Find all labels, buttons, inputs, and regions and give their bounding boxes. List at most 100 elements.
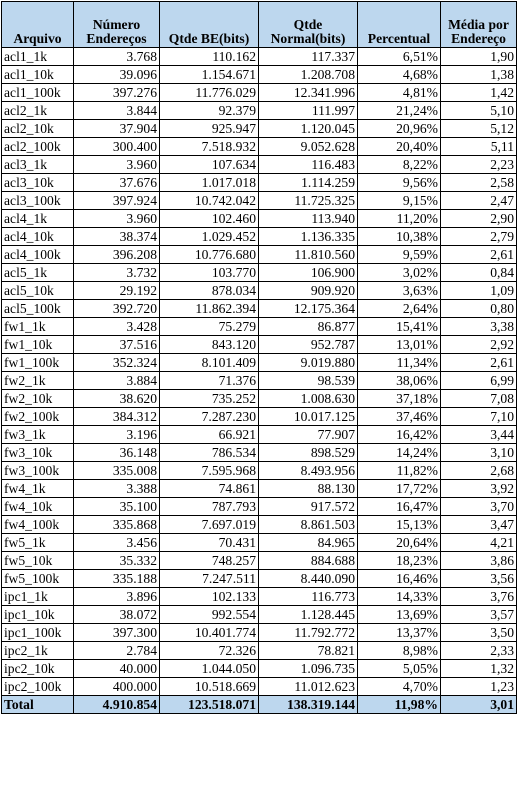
table-row: ipc1_1k 3.896 102.133 116.773 14,33% 3,76 [1,587,517,606]
cell-numero-enderecos: 3.960 [73,155,160,174]
table-row: fw3_10k 36.148 786.534 898.529 14,24% 3,10 [1,443,517,462]
col-header-arquivo: Arquivo [1,1,74,48]
cell-arquivo: fw4_10k [1,497,74,516]
table-row: ipc2_1k 2.784 72.326 78.821 8,98% 2,33 [1,641,517,660]
cell-qtde-normal: 917.572 [258,497,358,516]
cell-arquivo: ipc2_1k [1,641,74,660]
cell-qtde-normal: 1.208.708 [258,65,358,84]
cell-qtde-be: 10.401.774 [159,623,259,642]
cell-percentual: 11,20% [357,209,441,228]
cell-percentual: 11,82% [357,461,441,480]
cell-arquivo: fw3_1k [1,425,74,444]
cell-media: 2,92 [440,335,517,354]
cell-qtde-normal: 111.997 [258,101,358,120]
cell-percentual: 13,37% [357,623,441,642]
cell-percentual: 3,02% [357,263,441,282]
cell-qtde-be: 92.379 [159,101,259,120]
cell-arquivo: acl1_10k [1,65,74,84]
table-row: acl4_100k 396.208 10.776.680 11.810.560 9,59… [1,245,517,264]
cell-qtde-normal: 11.725.325 [258,191,358,210]
cell-arquivo: acl4_100k [1,245,74,264]
cell-qtde-be: 786.534 [159,443,259,462]
cell-percentual: 4,68% [357,65,441,84]
total-cell-percentual: 11,98% [357,695,441,714]
cell-media: 3,56 [440,569,517,588]
cell-numero-enderecos: 2.784 [73,641,160,660]
cell-qtde-normal: 9.019.880 [258,353,358,372]
cell-qtde-normal: 117.337 [258,47,358,66]
cell-qtde-be: 10.742.042 [159,191,259,210]
cell-qtde-be: 843.120 [159,335,259,354]
table-row: fw5_10k 35.332 748.257 884.688 18,23% 3,86 [1,551,517,570]
cell-qtde-be: 11.862.394 [159,299,259,318]
cell-qtde-be: 70.431 [159,533,259,552]
cell-media: 3,44 [440,425,517,444]
table-row: acl5_1k 3.732 103.770 106.900 3,02% 0,84 [1,263,517,282]
cell-percentual: 20,96% [357,119,441,138]
cell-qtde-be: 71.376 [159,371,259,390]
cell-qtde-be: 11.776.029 [159,83,259,102]
cell-numero-enderecos: 40.000 [73,659,160,678]
cell-media: 2,47 [440,191,517,210]
table-row: acl2_100k 300.400 7.518.932 9.052.628 20,40%… [1,137,517,156]
cell-qtde-be: 878.034 [159,281,259,300]
cell-percentual: 15,13% [357,515,441,534]
table-row: fw5_1k 3.456 70.431 84.965 20,64% 4,21 [1,533,517,552]
cell-qtde-normal: 78.821 [258,641,358,660]
cell-arquivo: ipc1_10k [1,605,74,624]
cell-percentual: 20,40% [357,137,441,156]
cell-media: 5,12 [440,119,517,138]
cell-media: 2,79 [440,227,517,246]
table-row: fw2_1k 3.884 71.376 98.539 38,06% 6,99 [1,371,517,390]
table-row: fw4_10k 35.100 787.793 917.572 16,47% 3,70 [1,497,517,516]
table-row: acl2_10k 37.904 925.947 1.120.045 20,96% 5,12 [1,119,517,138]
table-row: fw5_100k 335.188 7.247.511 8.440.090 16,46% 3… [1,569,517,588]
cell-numero-enderecos: 384.312 [73,407,160,426]
cell-qtde-be: 103.770 [159,263,259,282]
cell-percentual: 3,63% [357,281,441,300]
cell-arquivo: acl5_1k [1,263,74,282]
cell-percentual: 16,42% [357,425,441,444]
table-row: acl3_10k 37.676 1.017.018 1.114.259 9,56% 2,5… [1,173,517,192]
cell-percentual: 37,46% [357,407,441,426]
cell-numero-enderecos: 35.332 [73,551,160,570]
cell-arquivo: acl5_10k [1,281,74,300]
cell-arquivo: fw1_100k [1,353,74,372]
cell-numero-enderecos: 335.188 [73,569,160,588]
cell-arquivo: ipc1_1k [1,587,74,606]
cell-qtde-be: 925.947 [159,119,259,138]
cell-qtde-be: 1.154.671 [159,65,259,84]
total-cell-arquivo: Total [1,695,74,714]
col-header-qtde-be: Qtde BE(bits) [159,1,259,48]
cell-qtde-be: 787.793 [159,497,259,516]
table-row: ipc2_100k 400.000 10.518.669 11.012.623 4,70… [1,677,517,696]
cell-qtde-normal: 8.493.956 [258,461,358,480]
results-table: Arquivo Número Endereços Qtde BE(bits) Q… [1,1,517,714]
cell-media: 1,38 [440,65,517,84]
cell-media: 6,99 [440,371,517,390]
cell-numero-enderecos: 397.276 [73,83,160,102]
cell-percentual: 16,47% [357,497,441,516]
col-header-qtde-normal: Qtde Normal(bits) [258,1,358,48]
table-row: fw2_100k 384.312 7.287.230 10.017.125 37,46%… [1,407,517,426]
cell-arquivo: ipc1_100k [1,623,74,642]
cell-percentual: 13,69% [357,605,441,624]
cell-numero-enderecos: 3.196 [73,425,160,444]
cell-arquivo: ipc2_10k [1,659,74,678]
table-row: fw4_100k 335.868 7.697.019 8.861.503 15,13% 3… [1,515,517,534]
cell-media: 1,23 [440,677,517,696]
cell-numero-enderecos: 392.720 [73,299,160,318]
cell-numero-enderecos: 38.374 [73,227,160,246]
cell-numero-enderecos: 335.008 [73,461,160,480]
cell-numero-enderecos: 38.620 [73,389,160,408]
cell-arquivo: acl5_100k [1,299,74,318]
total-row: Total 4.910.854 123.518.071 138.319.144 11,9… [1,695,517,714]
cell-numero-enderecos: 36.148 [73,443,160,462]
table-row: fw1_10k 37.516 843.120 952.787 13,01% 2,92 [1,335,517,354]
cell-numero-enderecos: 3.732 [73,263,160,282]
total-cell-qtde-be: 123.518.071 [159,695,259,714]
cell-qtde-normal: 12.175.364 [258,299,358,318]
cell-numero-enderecos: 397.924 [73,191,160,210]
cell-media: 7,08 [440,389,517,408]
col-header-media: Média por Endereço [440,1,517,48]
